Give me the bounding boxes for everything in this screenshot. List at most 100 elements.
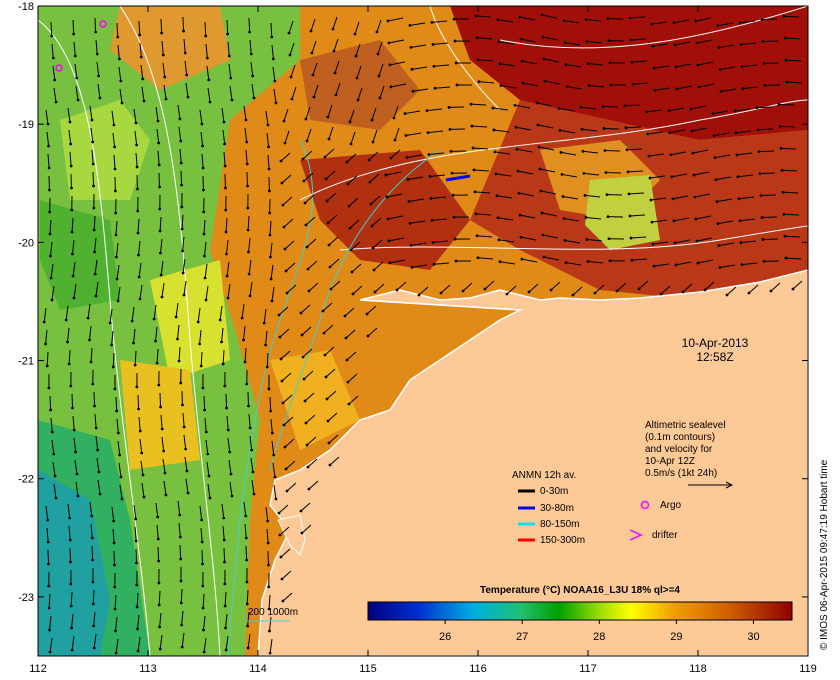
velocity-arrow-head (179, 161, 183, 165)
velocity-arrow (199, 329, 202, 345)
y-tick-label: -18 (18, 1, 34, 13)
velocity-arrow-head (116, 431, 120, 435)
velocity-arrow (72, 19, 75, 35)
velocity-arrow (496, 195, 513, 199)
velocity-arrow (388, 237, 405, 242)
velocity-arrow-head (791, 287, 795, 291)
velocity-arrow-head (609, 83, 613, 87)
velocity-arrow-head (141, 473, 145, 477)
velocity-arrow-head (178, 535, 182, 539)
velocity-arrow-head (91, 382, 95, 386)
velocity-arrow (748, 284, 759, 294)
sst-field (38, 6, 808, 656)
velocity-arrow-head (138, 33, 142, 37)
velocity-arrow-head (206, 452, 210, 456)
velocity-arrow-head (736, 175, 740, 179)
velocity-arrow (713, 132, 730, 137)
velocity-arrow-head (527, 290, 531, 294)
velocity-arrow (580, 106, 597, 110)
velocity-arrow-head (115, 255, 118, 259)
velocity-arrow (137, 240, 141, 256)
sst-yellow-patch-2 (120, 360, 200, 470)
velocity-arrow (304, 194, 315, 204)
velocity-arrow (162, 458, 166, 474)
velocity-arrow (112, 352, 115, 368)
velocity-arrow-head (267, 189, 271, 193)
x-tick-label: 117 (579, 663, 597, 675)
velocity-arrow (270, 264, 274, 280)
velocity-arrow-head (98, 96, 102, 100)
velocity-arrow-head (73, 54, 77, 58)
velocity-arrow (652, 241, 669, 245)
velocity-arrow-head (327, 441, 331, 445)
velocity-arrow-head (375, 30, 379, 34)
velocity-arrow (97, 479, 101, 495)
velocity-arrow-head (351, 292, 355, 296)
velocity-arrow-head (280, 577, 284, 581)
velocity-arrow-head (280, 181, 284, 185)
velocity-arrow-head (113, 167, 117, 171)
velocity-arrow (116, 418, 119, 434)
velocity-arrow-head (427, 153, 431, 156)
velocity-arrow (67, 503, 71, 519)
velocity-arrow (278, 306, 289, 316)
velocity-arrow (268, 616, 272, 632)
velocity-arrow-head (673, 241, 677, 245)
colorbar: Temperature (°C) NOAA16_L3U 18% ql>=4 26… (367, 585, 793, 643)
velocity-arrow (674, 239, 691, 244)
velocity-arrow-head (110, 343, 114, 347)
velocity-arrow-head (623, 104, 627, 108)
velocity-arrow-head (385, 195, 389, 199)
velocity-arrow-head (113, 607, 117, 611)
velocity-arrow (74, 63, 78, 79)
velocity-arrow (785, 257, 802, 260)
velocity-arrow-head (203, 408, 207, 412)
altimetry-note: Altimetric sealevel (0.1m contours) and … (645, 420, 734, 489)
velocity-arrow (431, 218, 448, 221)
velocity-arrow-head (68, 516, 72, 520)
velocity-arrow (204, 21, 207, 37)
velocity-arrow-head (50, 34, 54, 38)
velocity-arrow-head (268, 211, 272, 215)
velocity-arrow (201, 153, 204, 169)
velocity-arrow (244, 127, 248, 143)
velocity-arrow (517, 170, 534, 175)
velocity-arrow (243, 501, 247, 517)
velocity-arrow (112, 132, 116, 148)
velocity-arrow (371, 107, 377, 121)
bathy-legend-label: 200 1000m (248, 607, 298, 618)
velocity-arrow-head (606, 17, 610, 21)
velocity-arrow-head (734, 131, 738, 135)
velocity-arrow-head (137, 275, 141, 279)
velocity-arrow (272, 462, 276, 478)
velocity-arrow-head (455, 83, 459, 87)
velocity-arrow (160, 260, 164, 276)
velocity-arrow (205, 285, 209, 301)
velocity-arrow-head (208, 496, 212, 500)
velocity-arrow (470, 103, 487, 106)
velocity-arrow (305, 106, 311, 120)
velocity-arrow (155, 326, 158, 342)
velocity-arrow (246, 589, 249, 605)
velocity-arrow (49, 637, 53, 653)
velocity-arrow (267, 154, 270, 170)
velocity-arrow-head (311, 73, 315, 77)
velocity-arrow (628, 192, 645, 195)
velocity-arrow-head (630, 60, 634, 64)
velocity-arrow-head (540, 13, 544, 17)
velocity-arrow-head (562, 217, 566, 220)
velocity-arrow-head (408, 221, 412, 225)
velocity-arrow-head (608, 259, 612, 263)
velocity-arrow (269, 242, 273, 258)
velocity-arrow (160, 18, 163, 34)
velocity-arrow (559, 129, 576, 134)
velocity-arrow (682, 283, 693, 293)
velocity-arrow (484, 280, 495, 290)
velocity-arrow (139, 284, 143, 300)
velocity-arrow (71, 239, 75, 255)
velocity-arrow-head (624, 126, 628, 130)
velocity-arrow-head (200, 540, 204, 544)
velocity-arrow-head (53, 474, 57, 478)
velocity-arrow-head (159, 251, 162, 255)
velocity-arrow-head (606, 215, 610, 219)
